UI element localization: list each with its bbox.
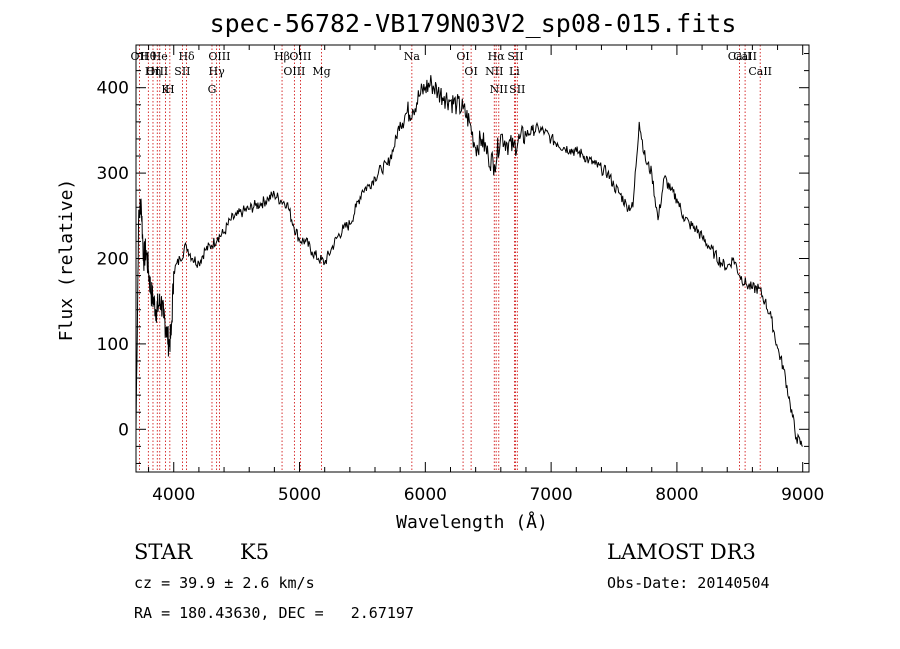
spectral-line-label: CaII [733, 50, 757, 63]
y-tick-label: 300 [97, 164, 129, 184]
spectral-line-label: OIII [208, 50, 230, 63]
spectral-line-label: OIII [289, 50, 311, 63]
spectral-line-label: H [165, 83, 175, 96]
spectral-line-label: Li [509, 65, 520, 78]
spectral-line-label: Hθ [140, 50, 157, 63]
x-tick-label: 7000 [529, 485, 572, 505]
object-subclass: K5 [240, 540, 269, 564]
spectral-line-label: OII [131, 50, 149, 63]
x-tick-label: 5000 [278, 485, 321, 505]
spectral-line-label: Hη [145, 65, 161, 78]
plot-frame [135, 44, 810, 473]
spectral-line-label: OI [464, 65, 477, 78]
spectral-line-label: Hα [488, 50, 506, 63]
spectral-line-label: Mg [312, 65, 330, 78]
spectral-line-label: OI [456, 50, 469, 63]
spectral-line-label: CaII [748, 65, 772, 78]
y-tick-label: 100 [97, 335, 129, 355]
spectral-line-label: NII [490, 83, 508, 96]
spectral-line-label: CaII [728, 50, 752, 63]
spectral-line-label: G [208, 83, 217, 96]
spectral-line-label: Hδ [178, 50, 195, 63]
survey-name: LAMOST DR3 [607, 540, 756, 564]
spectral-line-label: NII [485, 65, 503, 78]
spectral-line-label: K [161, 83, 170, 96]
spectral-line-label: OIII [146, 65, 168, 78]
y-axis-label: Flux (relative) [56, 179, 77, 342]
spectral-line-label: OIII [283, 65, 305, 78]
chart-title: spec-56782-VB179N03V2_sp08-015.fits [210, 9, 737, 38]
x-axis-label: Wavelength (Å) [396, 511, 548, 533]
x-tick-label: 6000 [404, 485, 447, 505]
observation-date: Obs-Date: 20140504 [607, 574, 770, 592]
spectral-line-label: SII [507, 50, 523, 63]
ra-dec-coordinates: RA = 180.43630, DEC = 2.67197 [134, 604, 414, 622]
spectrum-series-line [135, 75, 803, 447]
y-tick-label: 400 [97, 79, 129, 99]
object-class: STAR [134, 540, 193, 564]
axis-ticks: 4000 5000 6000 7000 8000 9000 0 100 200 300 400 [97, 45, 824, 505]
spectral-line-label: Hβ [274, 50, 290, 63]
spectral-line-label: SII [509, 83, 525, 96]
spectral-line-markers [138, 45, 761, 472]
spectral-line-label: SII [174, 65, 190, 78]
spectral-line-label: Na [404, 50, 421, 63]
x-tick-label: 9000 [781, 485, 824, 505]
redshift-cz: cz = 39.9 ± 2.6 km/s [134, 574, 315, 592]
x-tick-label: 4000 [152, 485, 195, 505]
spectral-line-label: Hγ [209, 65, 226, 78]
spectral-line-label: He [152, 50, 168, 63]
y-tick-label: 200 [97, 250, 129, 270]
x-tick-label: 8000 [655, 485, 698, 505]
y-tick-label: 0 [118, 420, 129, 440]
